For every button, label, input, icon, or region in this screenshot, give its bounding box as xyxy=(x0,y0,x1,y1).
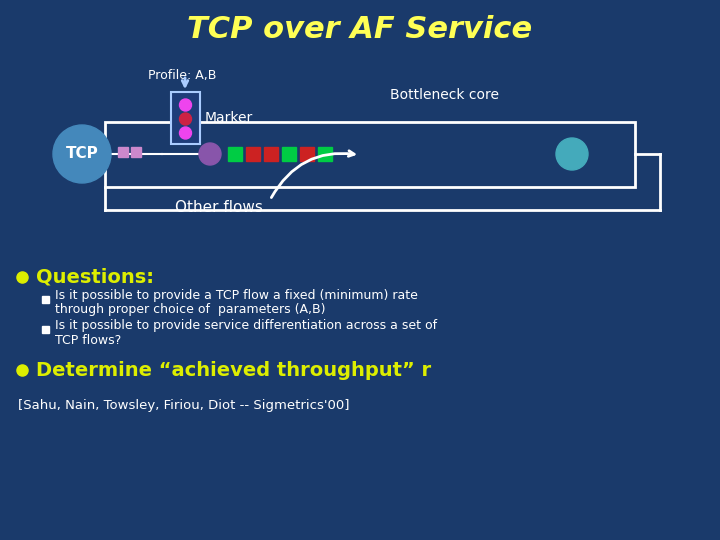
Text: Profile: A,B: Profile: A,B xyxy=(148,69,217,82)
Bar xyxy=(228,147,242,161)
Bar xyxy=(282,147,296,161)
Bar xyxy=(42,326,49,333)
Text: Marker: Marker xyxy=(205,111,253,125)
Circle shape xyxy=(199,143,221,165)
Text: Questions:: Questions: xyxy=(36,267,154,287)
Bar xyxy=(171,92,200,144)
Circle shape xyxy=(179,113,192,125)
Text: TCP flows?: TCP flows? xyxy=(55,334,121,347)
Bar xyxy=(42,296,49,303)
Bar xyxy=(246,147,260,161)
Text: Other flows: Other flows xyxy=(175,200,263,215)
Text: Is it possible to provide a TCP flow a fixed (minimum) rate: Is it possible to provide a TCP flow a f… xyxy=(55,289,418,302)
Bar xyxy=(318,147,332,161)
Circle shape xyxy=(179,99,192,111)
Text: Determine “achieved throughput” r: Determine “achieved throughput” r xyxy=(36,361,431,380)
Circle shape xyxy=(53,125,111,183)
Text: Is it possible to provide service differentiation across a set of: Is it possible to provide service differ… xyxy=(55,320,437,333)
Text: Bottleneck core: Bottleneck core xyxy=(390,88,499,102)
Text: TCP over AF Service: TCP over AF Service xyxy=(187,16,533,44)
Text: [Sahu, Nain, Towsley, Firiou, Diot -- Sigmetrics'00]: [Sahu, Nain, Towsley, Firiou, Diot -- Si… xyxy=(18,399,349,411)
Circle shape xyxy=(556,138,588,170)
Bar xyxy=(118,147,128,157)
Text: TCP: TCP xyxy=(66,146,99,161)
Circle shape xyxy=(179,127,192,139)
Bar xyxy=(300,147,314,161)
Text: through proper choice of  parameters (A,B): through proper choice of parameters (A,B… xyxy=(55,303,325,316)
Bar xyxy=(264,147,278,161)
Bar xyxy=(105,122,635,187)
Bar xyxy=(131,147,141,157)
